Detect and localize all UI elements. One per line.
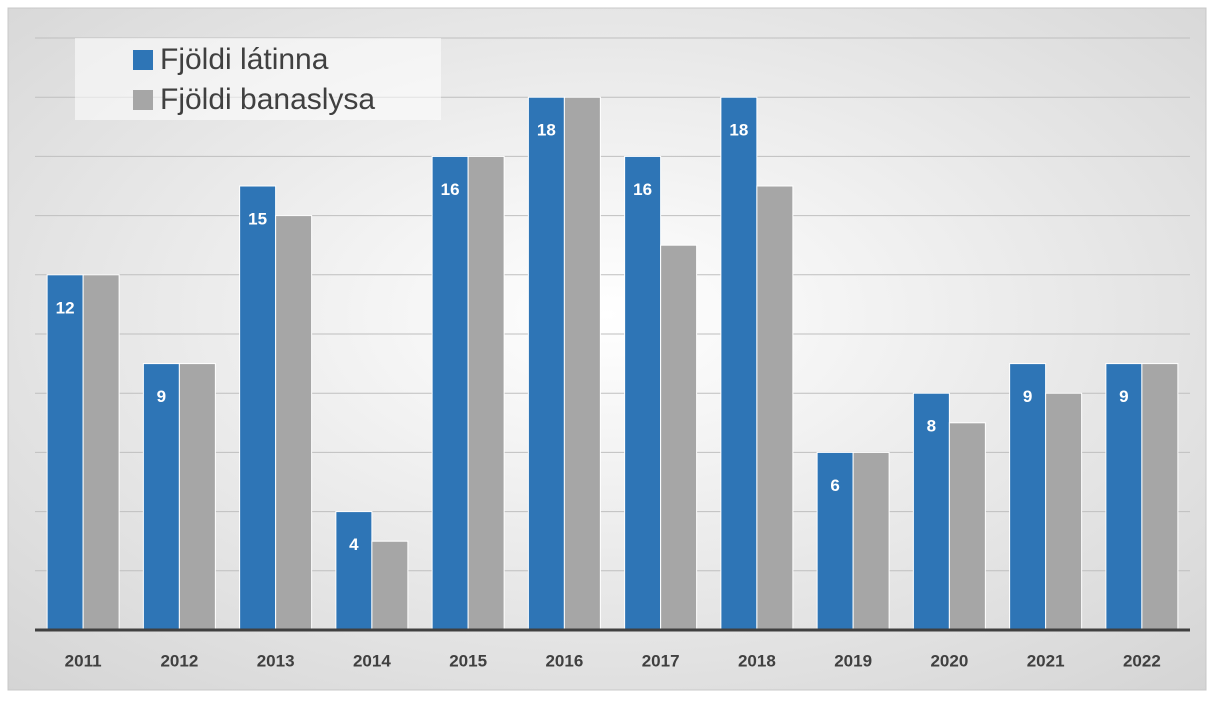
bar bbox=[852, 451, 890, 631]
data-label: 8 bbox=[927, 417, 936, 436]
bar bbox=[912, 392, 950, 631]
x-tick-label: 2021 bbox=[1027, 651, 1065, 670]
data-label: 16 bbox=[633, 180, 652, 199]
bar bbox=[335, 511, 373, 631]
x-tick-label: 2014 bbox=[353, 651, 391, 670]
bar bbox=[46, 274, 84, 631]
legend-swatch bbox=[133, 50, 153, 70]
bar bbox=[660, 244, 698, 631]
bar bbox=[142, 363, 180, 631]
bar bbox=[239, 185, 277, 631]
bar bbox=[275, 215, 313, 631]
bar bbox=[178, 363, 216, 631]
bar bbox=[527, 96, 565, 631]
x-tick-label: 2012 bbox=[160, 651, 198, 670]
data-label: 9 bbox=[157, 387, 166, 406]
bar bbox=[467, 155, 505, 631]
bar bbox=[624, 155, 662, 631]
data-label: 12 bbox=[56, 298, 75, 317]
bar bbox=[948, 422, 986, 631]
x-tick-label: 2020 bbox=[930, 651, 968, 670]
x-tick-label: 2017 bbox=[642, 651, 680, 670]
bar bbox=[1105, 363, 1143, 631]
data-label: 9 bbox=[1119, 387, 1128, 406]
bar bbox=[431, 155, 469, 631]
x-tick-label: 2011 bbox=[65, 651, 102, 670]
data-label: 18 bbox=[729, 121, 748, 140]
data-label: 15 bbox=[248, 209, 267, 228]
x-tick-label: 2018 bbox=[738, 651, 776, 670]
bar bbox=[756, 185, 794, 631]
data-label: 6 bbox=[830, 476, 839, 495]
data-label: 4 bbox=[349, 535, 359, 554]
legend-swatch bbox=[133, 90, 153, 110]
bar bbox=[371, 540, 409, 631]
bar bbox=[1045, 392, 1083, 631]
bar bbox=[82, 274, 120, 631]
data-label: 18 bbox=[537, 121, 556, 140]
x-tick-label: 2019 bbox=[834, 651, 872, 670]
x-tick-label: 2013 bbox=[257, 651, 295, 670]
legend-label: Fjöldi banaslysa bbox=[160, 83, 375, 116]
bar bbox=[720, 96, 758, 631]
bar bbox=[1141, 363, 1179, 631]
data-label: 16 bbox=[441, 180, 460, 199]
x-tick-label: 2015 bbox=[449, 651, 487, 670]
legend: Fjöldi látinna Fjöldi banaslysa bbox=[75, 38, 441, 120]
bar bbox=[563, 96, 601, 631]
x-tick-label: 2016 bbox=[545, 651, 583, 670]
bar bbox=[1009, 363, 1047, 631]
legend-label: Fjöldi látinna bbox=[160, 43, 329, 76]
data-label: 9 bbox=[1023, 387, 1032, 406]
x-tick-label: 2022 bbox=[1123, 651, 1161, 670]
